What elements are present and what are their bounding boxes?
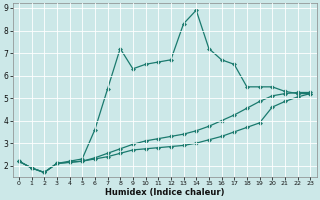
X-axis label: Humidex (Indice chaleur): Humidex (Indice chaleur) [105,188,224,197]
